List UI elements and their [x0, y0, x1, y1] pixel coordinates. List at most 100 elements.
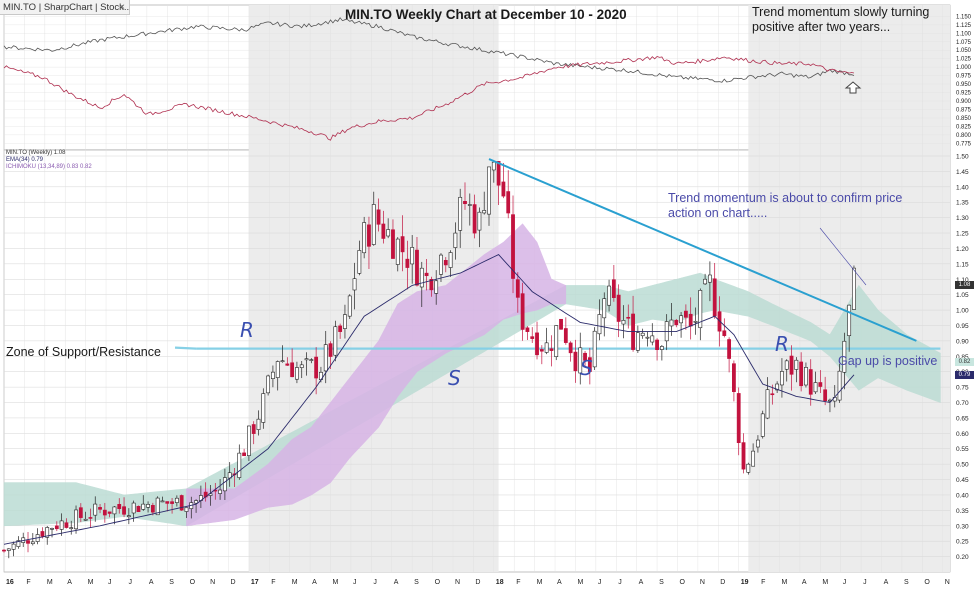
price-tick-label: 0.85 [956, 354, 969, 361]
price-tick-label: 1.20 [956, 246, 969, 253]
candle-body [275, 361, 280, 378]
candle-body [343, 314, 347, 329]
annotation-trend-note: Trend momentum is about to confirm price… [668, 191, 902, 221]
candle-body [659, 346, 664, 350]
candle-body [741, 442, 746, 470]
candle-body [261, 393, 266, 423]
candle-body [587, 357, 592, 372]
candle-body [645, 336, 650, 339]
candle-body [256, 418, 261, 430]
legend-entry-ema: EMA(34) 0.79 [6, 157, 44, 163]
chart-legend: MIN.TO (Weekly) 1.08 EMA(34) 0.79 ICHIMO… [6, 150, 92, 171]
price-tick-label: 1.25 [956, 231, 969, 238]
candle-body [410, 247, 415, 265]
ratio-tick-label: 0.900 [956, 99, 972, 105]
ratio-tick-label: 0.975 [956, 74, 972, 80]
candle-body [309, 359, 314, 361]
candle-body [323, 344, 328, 372]
candle-body [376, 209, 381, 225]
candle-body [16, 540, 21, 547]
candle-body [30, 541, 35, 545]
ema-line [3, 254, 855, 545]
ratio-tick-label: 0.925 [956, 91, 972, 97]
annotation-line: Trend momentum slowly turning [752, 5, 930, 19]
candle-body [434, 280, 439, 294]
ratio-tick-label: 1.050 [956, 48, 972, 54]
candle-body [280, 360, 285, 363]
candle-body [194, 500, 198, 504]
x-tick-label: F [516, 579, 520, 586]
candle-body [98, 507, 102, 510]
price-box: 1.08 [955, 281, 974, 290]
candle-body [852, 267, 856, 310]
candle-body [333, 326, 338, 356]
candle-body [395, 238, 400, 265]
candle-body [179, 495, 184, 511]
price-tick-label: 1.30 [956, 215, 969, 222]
close-icon[interactable]: × [119, 2, 125, 13]
candle-body [174, 497, 179, 503]
candle-body [78, 507, 83, 518]
candle-body [285, 363, 290, 366]
candle-body [568, 342, 573, 354]
candle-body [405, 258, 410, 268]
price-tick-label: 0.35 [956, 508, 969, 515]
candle-body [400, 236, 405, 253]
x-tick-label: A [149, 579, 154, 586]
candle-body [722, 330, 727, 336]
candle-body [501, 181, 506, 197]
candle-body [338, 325, 343, 332]
x-tick-label: D [230, 579, 235, 586]
price-tick-label: 0.90 [956, 338, 969, 345]
candle-body [506, 191, 511, 214]
x-tick-label: M [292, 579, 298, 586]
candle-body [443, 260, 448, 266]
price-tick-label: 0.75 [956, 385, 969, 392]
candle-body [842, 340, 847, 373]
x-tick-label: M [537, 579, 543, 586]
candle-body [146, 504, 150, 508]
candle-body [727, 339, 732, 359]
candle-body [607, 285, 611, 306]
x-tick-label: M [782, 579, 788, 586]
x-tick-label: J [353, 579, 357, 586]
candle-body [837, 370, 842, 401]
candle-body [381, 223, 386, 239]
candle-body [141, 503, 146, 510]
browser-tab[interactable]: MIN.TO | SharpChart | Stock... × [0, 0, 130, 15]
candle-body [487, 166, 491, 215]
candle-body [611, 279, 616, 298]
candle-body [453, 232, 458, 248]
annotation-top-right: Trend momentum slowly turning positive a… [752, 5, 929, 35]
x-tick-label: A [802, 579, 807, 586]
candle-body [775, 383, 780, 391]
x-tick-label: A [312, 579, 317, 586]
price-tick-label: 1.50 [956, 154, 969, 161]
x-tick-label: F [271, 579, 275, 586]
x-tick-label: 16 [6, 579, 14, 586]
candle-body [170, 501, 174, 504]
price-tick-label: 0.30 [956, 523, 969, 530]
candle-body [477, 211, 482, 231]
candle-body [515, 279, 520, 298]
x-tick-label: M [577, 579, 583, 586]
candle-body [304, 358, 309, 361]
candle-body [26, 540, 30, 544]
x-tick-label: O [190, 579, 196, 586]
ratio-tick-label: 1.125 [956, 23, 972, 29]
candle-body [707, 274, 712, 283]
x-tick-label: J [108, 579, 112, 586]
price-tick-label: 1.00 [956, 308, 969, 315]
candle-body [650, 335, 655, 343]
candle-body [117, 504, 122, 510]
annotation-line: positive after two years... [752, 20, 891, 34]
candle-body [59, 520, 64, 530]
candle-body [732, 363, 736, 392]
candle-body [808, 369, 813, 395]
candle-body [467, 204, 472, 206]
support-resistance-line [174, 346, 197, 350]
price-tick-label: 1.05 [956, 292, 969, 299]
ratio-series-line [3, 56, 855, 141]
candle-body [218, 489, 222, 494]
candle-body [155, 497, 160, 516]
